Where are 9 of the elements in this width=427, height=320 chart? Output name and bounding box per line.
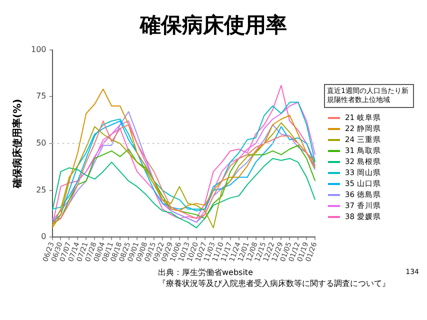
chart-title: 確保病床使用率 [138, 12, 288, 39]
y-tick-label: 75 [36, 92, 46, 101]
y-tick-label: 25 [36, 185, 46, 194]
text: 『療養状況等及び入院患者受入病床数等に関する調査について』 [158, 278, 391, 290]
y-tick-label: 100 [30, 44, 46, 54]
y-axis-title: 確保病床使用率(%) [12, 98, 24, 190]
source-note: 出典：厚生労働省website [158, 268, 253, 277]
y-tick-label: 0 [41, 232, 46, 242]
y-tick-label: 50 [36, 138, 46, 148]
